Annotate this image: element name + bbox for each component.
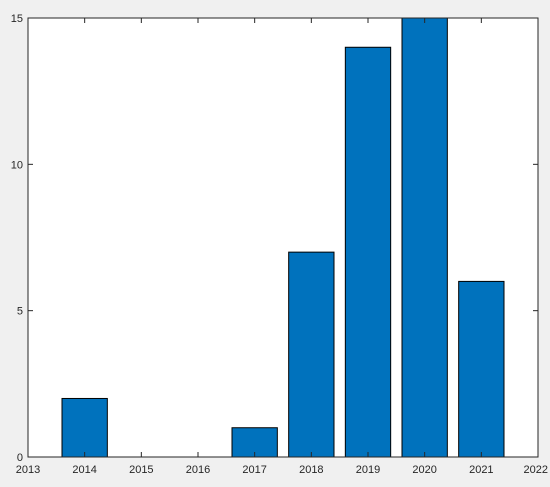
x-tick-label: 2020 [412,464,436,476]
x-tick-label: 2019 [356,464,380,476]
x-tick-label: 2014 [72,464,96,476]
bars-group [61,17,505,458]
bar-2021 [458,280,505,458]
plot-area [28,18,538,457]
x-tick-label: 2013 [16,464,40,476]
bar-2018 [288,251,335,458]
x-tick-label: 2021 [469,464,493,476]
y-tick-label: 15 [11,13,23,25]
y-tick-label: 10 [11,159,23,171]
x-tick-label: 2016 [186,464,210,476]
y-tick-label: 0 [17,452,23,464]
y-tick-label: 5 [17,306,23,318]
bar-2014 [61,397,108,458]
bar-2020 [401,17,448,458]
x-tick-label: 2015 [129,464,153,476]
axes-frame [27,17,539,458]
bar-2019 [344,46,392,458]
x-tick-label: 2017 [242,464,266,476]
x-tick-label: 2022 [524,464,548,476]
x-tick-label: 2018 [299,464,323,476]
